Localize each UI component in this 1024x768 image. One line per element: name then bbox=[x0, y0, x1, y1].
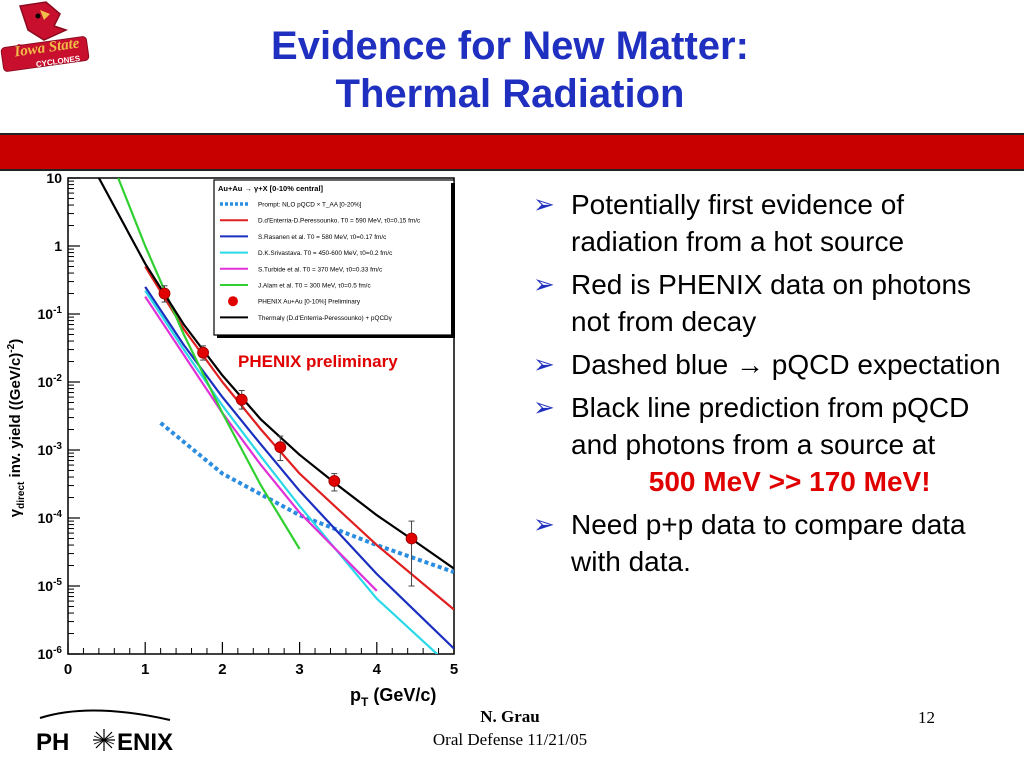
arrow-bullet-icon: ➢ bbox=[533, 349, 555, 379]
arrow-bullet-icon: ➢ bbox=[533, 189, 555, 219]
temperature-highlight-500: 500 MeV bbox=[648, 466, 761, 497]
bullet-text-cont: pQCD expectation bbox=[764, 349, 1001, 380]
series-line-2 bbox=[144, 286, 454, 650]
data-point bbox=[405, 532, 418, 545]
legend-entry-label: J.Alam et al. T0 = 300 MeV, τ0=0.5 fm/c bbox=[258, 283, 371, 290]
legend-entry-label: D.K.Srivastava. T0 = 450-600 MeV, τ0=0.2… bbox=[258, 250, 393, 257]
photon-yield-chart: 0 1 2 3 4 5 10 1 10-1 10-2 10-3 10-4 10-5 10-6 Au+Au … bbox=[0, 168, 478, 713]
right-arrow-icon: → bbox=[736, 349, 765, 380]
phenix-logo: PH ENIX bbox=[30, 706, 180, 756]
data-point bbox=[158, 287, 171, 300]
bullet-text: Need p+p data to compare data with data. bbox=[571, 509, 966, 577]
iowa-state-logo: Iowa State CYCLONES bbox=[0, 0, 92, 88]
x-tick-label: 0 bbox=[64, 661, 72, 678]
page-number: 12 bbox=[918, 708, 935, 727]
y-tick-label: 10 bbox=[46, 170, 62, 186]
arrow-bullet-icon: ➢ bbox=[533, 269, 555, 299]
cardinal-mascot-icon bbox=[0, 1, 90, 72]
chart-canvas: 0 1 2 3 4 5 10 1 10-1 10-2 10-3 10-4 10-5 10-6 Au+Au … bbox=[6, 170, 458, 709]
bullet-text: Red is PHENIX data on photons not from d… bbox=[571, 269, 972, 337]
y-tick-label: 1 bbox=[54, 238, 62, 254]
legend-marker bbox=[228, 296, 238, 307]
y-tick-label: 10-4 bbox=[38, 509, 63, 526]
bullet-list: ➢ Potentially first evidence of radiatio… bbox=[533, 186, 1003, 586]
arrow-bullet-icon: ➢ bbox=[533, 392, 555, 422]
phenix-preliminary-label: PHENIX preliminary bbox=[238, 352, 398, 371]
greater-than-highlight: >> bbox=[768, 466, 802, 497]
x-tick-label: 4 bbox=[373, 661, 382, 678]
bullet-item: ➢ Need p+p data to compare data with dat… bbox=[533, 506, 1003, 580]
bullet-item: ➢ Potentially first evidence of radiatio… bbox=[533, 186, 1003, 260]
starburst-icon bbox=[93, 729, 115, 751]
title-line-2: Thermal Radiation bbox=[335, 72, 685, 116]
data-point bbox=[235, 393, 248, 406]
bullet-item: ➢ Black line prediction from pQCD and ph… bbox=[533, 389, 1003, 500]
data-point bbox=[274, 441, 287, 454]
footer-author: N. Grau bbox=[480, 707, 540, 726]
x-tick-label: 1 bbox=[141, 661, 149, 678]
series-line-4 bbox=[144, 295, 378, 592]
x-tick-label: 3 bbox=[295, 661, 303, 678]
temperature-highlight-170: 170 MeV! bbox=[809, 466, 931, 497]
legend-entry-label: Thermalγ (D.d'Enterria-Peressounko) + pQ… bbox=[258, 315, 393, 322]
legend-entry-label: PHENIX Au+Au [0-10%] Preliminary bbox=[258, 299, 361, 306]
bullet-text: Dashed blue bbox=[571, 349, 737, 380]
x-tick-label: 5 bbox=[450, 661, 458, 678]
y-tick-label: 10-3 bbox=[38, 441, 63, 458]
x-tick-label: 2 bbox=[218, 661, 226, 678]
y-tick-label: 10-2 bbox=[38, 373, 63, 390]
phenix-logo-text-left: PH bbox=[36, 729, 69, 756]
legend-entry-label: S.Turbide et al. T0 = 370 MeV, τ0=0.33 f… bbox=[258, 266, 383, 273]
series-line-3 bbox=[144, 290, 439, 654]
legend-entry-label: Prompt: NLO pQCD × T_AA [0-20%] bbox=[258, 202, 362, 209]
arrow-bullet-icon: ➢ bbox=[533, 509, 555, 539]
series-line-5 bbox=[117, 178, 301, 550]
phenix-logo-text-right: ENIX bbox=[117, 729, 173, 756]
footer-event: Oral Defense 11/21/05 bbox=[432, 730, 588, 749]
title-line-1: Evidence for New Matter: bbox=[271, 24, 749, 68]
bullet-text: Potentially first evidence of radiation … bbox=[571, 189, 905, 257]
bullet-item: ➢ Dashed blue → pQCD expectation bbox=[533, 346, 1003, 383]
bullet-text: Black line prediction from pQCD and phot… bbox=[571, 392, 970, 460]
legend-header: Au+Au → γ+X [0-10% central] bbox=[218, 184, 324, 193]
data-point bbox=[197, 346, 210, 359]
y-axis-label: γdirect inv. yield ((GeV/c)-2) bbox=[6, 339, 27, 517]
legend-entry-label: S.Rasanen et al. T0 = 580 MeV, τ0=0.17 f… bbox=[258, 234, 387, 241]
phenix-logo-graphic: PH ENIX bbox=[36, 709, 173, 756]
x-axis-label: pT (GeV/c) bbox=[350, 685, 436, 709]
y-tick-label: 10-1 bbox=[38, 305, 63, 322]
data-point bbox=[328, 475, 341, 487]
title-divider-bar bbox=[0, 133, 1024, 171]
bullet-item: ➢ Red is PHENIX data on photons not from… bbox=[533, 266, 1003, 340]
series-line-1 bbox=[144, 265, 454, 611]
slide-title: Evidence for New Matter: Thermal Radiati… bbox=[150, 22, 870, 118]
y-tick-label: 10-5 bbox=[38, 577, 63, 594]
legend-entry-label: D.d'Enterria-D.Peressounko. T0 = 590 MeV… bbox=[258, 218, 421, 225]
y-tick-label: 10-6 bbox=[38, 645, 63, 662]
chart-legend: Au+Au → γ+X [0-10% central] Prompt: NLO … bbox=[213, 179, 455, 338]
